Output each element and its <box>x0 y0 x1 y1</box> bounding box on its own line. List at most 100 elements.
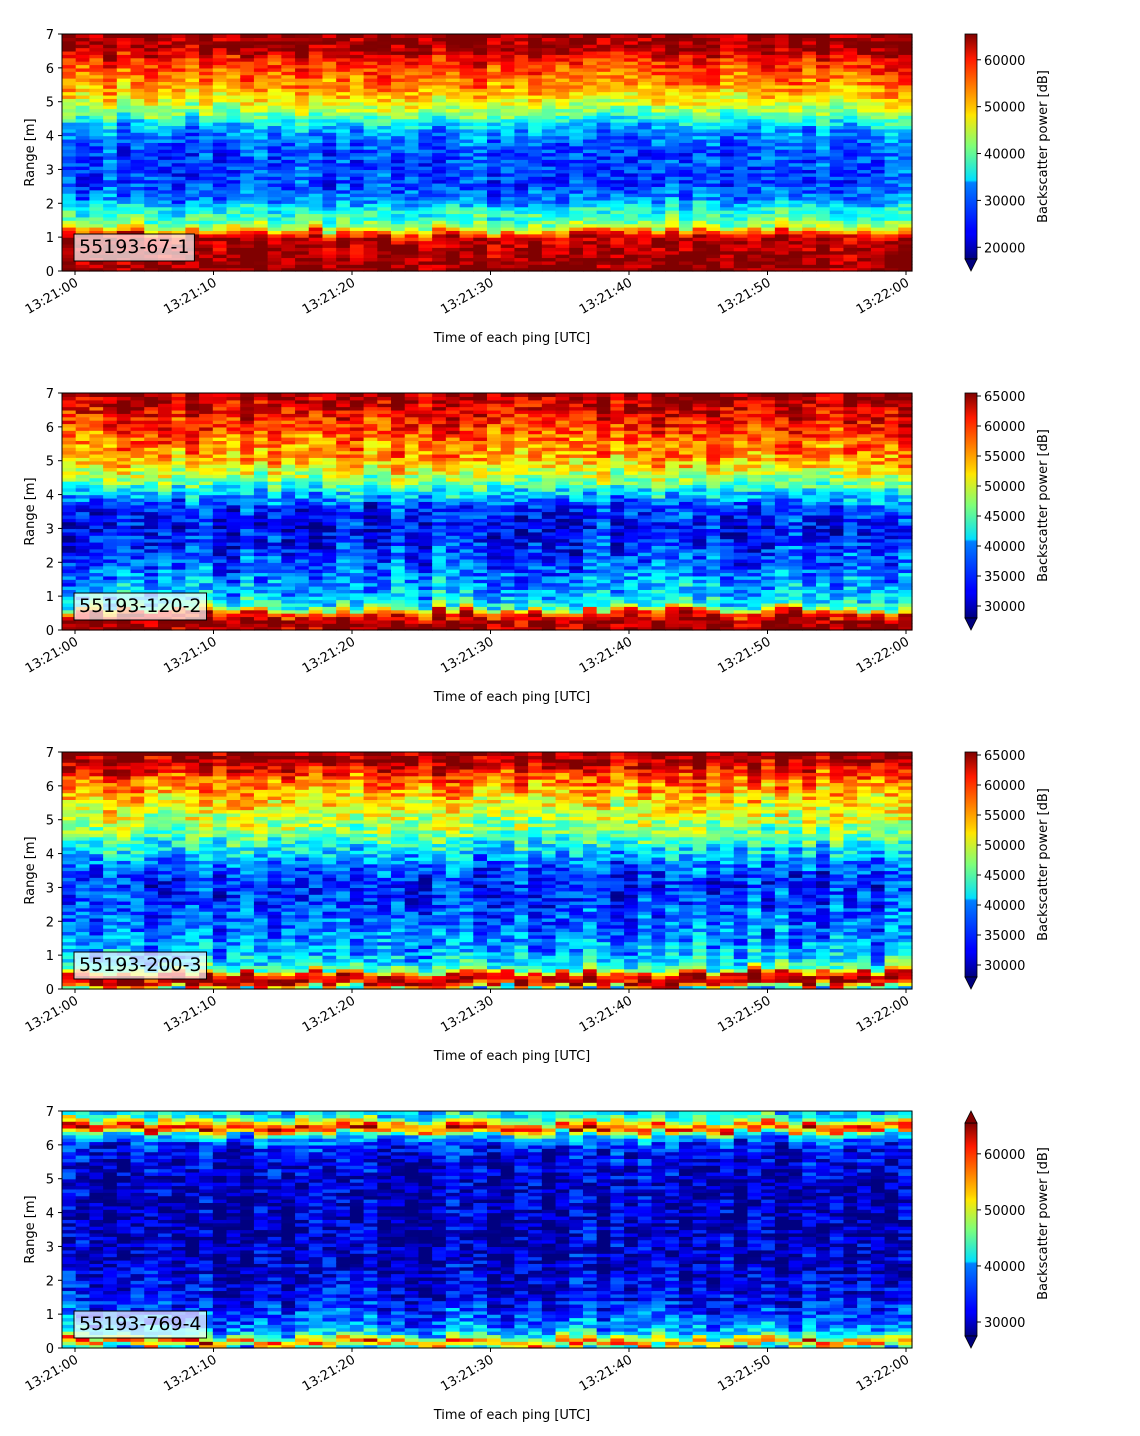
heatmap-cell <box>130 166 145 171</box>
heatmap-cell <box>267 138 282 143</box>
heatmap-cell <box>226 166 241 171</box>
heatmap-cell <box>171 81 186 86</box>
heatmap-cell <box>212 47 228 52</box>
heatmap-cell <box>103 74 118 79</box>
heatmap-cell <box>89 78 104 82</box>
heatmap-cell <box>185 37 200 42</box>
heatmap-cell <box>62 193 77 198</box>
heatmap-cell <box>528 34 543 38</box>
heatmap-cell <box>75 125 91 130</box>
heatmap-cell <box>116 125 132 130</box>
heatmap-cell <box>89 186 104 191</box>
heatmap-cell <box>267 233 282 238</box>
heatmap-cell <box>130 132 145 137</box>
heatmap-cell <box>130 98 145 103</box>
heatmap-cell <box>267 176 282 181</box>
heatmap-cell <box>212 118 228 123</box>
heatmap-cell <box>103 220 118 225</box>
heatmap-cell <box>130 260 145 265</box>
heatmap-cell <box>62 135 77 140</box>
heatmap-cell <box>226 34 241 38</box>
heatmap-cell <box>240 210 255 215</box>
heatmap-cell <box>171 182 186 187</box>
heatmap-cell <box>267 159 282 164</box>
heatmap-cell <box>185 189 200 194</box>
heatmap-cell <box>185 88 200 93</box>
colorbar-extend-min <box>964 258 978 272</box>
heatmap-cell <box>171 226 186 231</box>
heatmap-cell <box>130 179 145 184</box>
heatmap-cell <box>212 182 228 187</box>
heatmap-cell <box>62 101 77 106</box>
heatmap-cell <box>240 47 255 52</box>
heatmap-cell <box>212 176 228 181</box>
heatmap-cell <box>89 118 104 123</box>
heatmap-cell <box>253 84 269 89</box>
heatmap-cell <box>62 393 77 397</box>
heatmap-cell <box>185 176 200 181</box>
heatmap-cell <box>253 264 269 269</box>
heatmap-cell <box>843 34 858 38</box>
heatmap-cell <box>267 169 282 174</box>
heatmap-cell <box>116 199 132 204</box>
heatmap-cell <box>418 34 433 38</box>
heatmap-cell <box>212 250 228 255</box>
heatmap-cell <box>253 237 269 242</box>
heatmap-cell <box>253 206 269 211</box>
colorbar-label: Backscatter power [dB] <box>1036 70 1051 223</box>
heatmap-cell <box>130 67 145 72</box>
heatmap-cell <box>89 94 104 99</box>
heatmap-cell <box>253 210 269 215</box>
heatmap-cell <box>130 128 145 133</box>
heatmap-cell <box>253 267 269 272</box>
heatmap-cell <box>89 149 104 154</box>
heatmap-cell <box>144 169 159 174</box>
heatmap-cell <box>267 125 282 130</box>
heatmap-cell <box>89 115 104 120</box>
heatmap-cell <box>240 193 255 198</box>
heatmap-cell <box>62 179 77 184</box>
heatmap-cell <box>89 203 104 208</box>
heatmap-cell <box>157 213 173 218</box>
heatmap-cell <box>62 145 77 150</box>
heatmap-cell <box>144 84 159 89</box>
heatmap-cell <box>116 67 132 72</box>
heatmap-cell <box>62 71 77 76</box>
heatmap-cell <box>75 149 91 154</box>
heatmap-cell <box>267 250 282 255</box>
heatmap-cell <box>240 105 255 110</box>
heatmap-cell <box>130 64 145 69</box>
heatmap-cell <box>116 210 132 215</box>
heatmap-cell <box>267 189 282 194</box>
heatmap-cell <box>130 206 145 211</box>
heatmap-cell <box>226 135 241 140</box>
heatmap-cell <box>75 182 91 187</box>
heatmap-cell <box>103 223 118 228</box>
heatmap-cell <box>267 122 282 127</box>
heatmap-cell <box>130 189 145 194</box>
heatmap-cell <box>171 162 186 167</box>
heatmap-cell <box>144 78 159 82</box>
colorbar-tick-label: 50000 <box>984 101 1025 116</box>
x-tick-label: 13:21:10 <box>161 275 219 317</box>
heatmap-cell <box>240 145 255 150</box>
heatmap-cell <box>185 81 200 86</box>
heatmap-cell <box>212 186 228 191</box>
heatmap-cell <box>75 111 91 116</box>
heatmap-cell <box>103 155 118 160</box>
heatmap-cell <box>130 186 145 191</box>
heatmap-cell <box>144 61 159 66</box>
heatmap-cell <box>75 199 91 204</box>
heatmap-cell <box>226 213 241 218</box>
heatmap-cell <box>144 34 159 38</box>
heatmap-cell <box>103 37 118 42</box>
heatmap-cell <box>103 34 118 38</box>
heatmap-cell <box>62 138 77 143</box>
heatmap-cell <box>171 159 186 164</box>
heatmap-cell <box>62 125 77 130</box>
heatmap-cell <box>829 34 845 38</box>
heatmap-cell <box>130 199 145 204</box>
heatmap-cell <box>226 152 241 157</box>
heatmap-cell <box>281 254 296 259</box>
